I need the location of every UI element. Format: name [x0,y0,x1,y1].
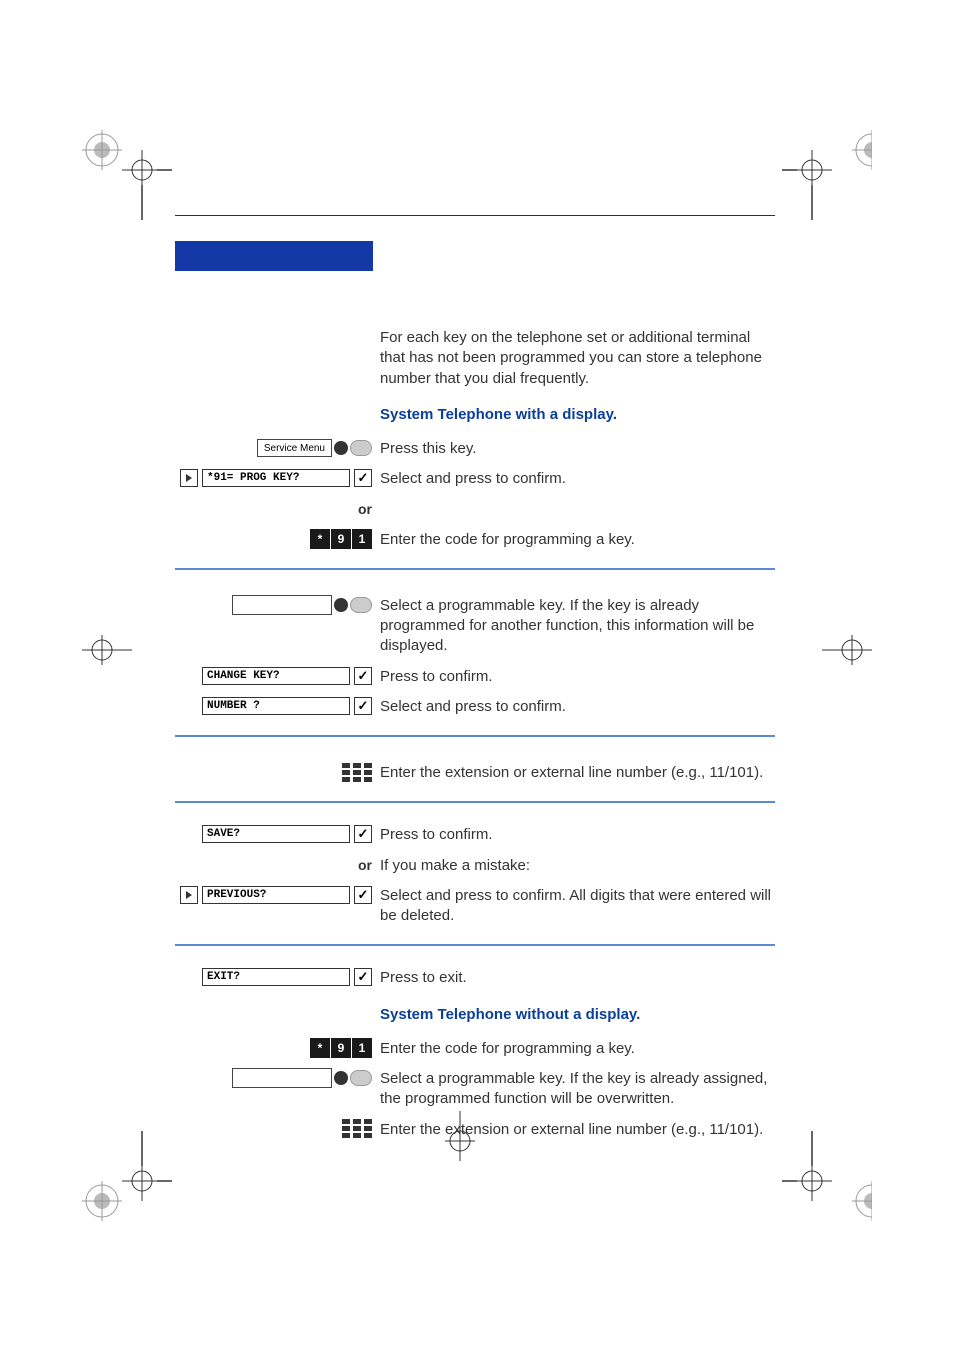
programmable-key-2[interactable] [232,1068,372,1088]
confirm-check-6[interactable]: ✓ [354,968,372,986]
intro-text: For each key on the telephone set or add… [380,326,775,389]
led-dark-icon-2 [334,598,348,612]
blank-key-label-2 [232,1068,332,1088]
key-9-b: 9 [331,1038,351,1058]
led-dark-icon [334,441,348,455]
or-label-2: or [358,857,372,873]
section-bar [175,241,373,271]
crop-mark-tl [82,130,172,220]
number-display: NUMBER ? [202,697,350,715]
crop-mark-bl [82,1131,172,1221]
scroll-arrow-icon[interactable] [180,469,198,487]
section1-heading: System Telephone with a display. [380,403,775,425]
select-confirm-2: Select and press to confirm. [380,695,775,717]
save-display: SAVE? [202,825,350,843]
enter-code-1: Enter the code for programming a key. [380,528,775,550]
led-light-icon-2 [350,597,372,613]
mistake-text: If you make a mistake: [380,854,775,876]
enter-ext-1: Enter the extension or external line num… [380,761,775,783]
confirm-check-icon[interactable]: ✓ [354,469,372,487]
select-prog-key: Select a programmable key. If the key is… [380,594,775,657]
crop-mark-tr [782,130,872,220]
service-menu-label: Service Menu [257,439,332,457]
previous-display: PREVIOUS? [202,886,350,904]
key-9: 9 [331,529,351,549]
crop-mark-br [782,1131,872,1221]
service-menu-key[interactable]: Service Menu [257,439,372,457]
programmable-key[interactable] [232,595,372,615]
select-prog-key-2: Select a programmable key. If the key is… [380,1067,775,1110]
press-exit: Press to exit. [380,966,775,988]
confirm-check-3[interactable]: ✓ [354,697,372,715]
divider-4 [175,944,775,946]
divider-3 [175,801,775,803]
scroll-arrow-icon-2[interactable] [180,886,198,904]
exit-display: EXIT? [202,968,350,986]
enter-code-2: Enter the code for programming a key. [380,1037,775,1059]
or-label-1: or [358,501,372,517]
press-confirm-1: Press to confirm. [380,665,775,687]
blank-key-label [232,595,332,615]
select-delete: Select and press to confirm. All digits … [380,884,775,927]
keycode-91-b[interactable]: * 9 1 [310,1038,372,1058]
crop-mark-mr [822,630,872,670]
change-key-display: CHANGE KEY? [202,667,350,685]
keypad-icon-2[interactable] [342,1119,372,1138]
press-confirm-2: Press to confirm. [380,823,775,845]
divider-1 [175,568,775,570]
confirm-check-4[interactable]: ✓ [354,825,372,843]
crop-mark-ml [82,630,132,670]
key-1-b: 1 [352,1038,372,1058]
led-light-icon [350,440,372,456]
select-confirm-1: Select and press to confirm. [380,467,775,489]
led-dark-icon-3 [334,1071,348,1085]
confirm-check-5[interactable]: ✓ [354,886,372,904]
key-star: * [310,529,330,549]
prog-key-display: *91= PROG KEY? [202,469,350,487]
divider-2 [175,735,775,737]
press-this-key: Press this key. [380,437,775,459]
section2-heading: System Telephone without a display. [380,1003,775,1025]
page-content: For each key on the telephone set or add… [175,215,775,1148]
top-rule [175,215,775,216]
keycode-91[interactable]: * 9 1 [310,529,372,549]
keypad-icon[interactable] [342,763,372,782]
key-1: 1 [352,529,372,549]
confirm-check-2[interactable]: ✓ [354,667,372,685]
key-star-b: * [310,1038,330,1058]
enter-ext-2: Enter the extension or external line num… [380,1118,775,1140]
led-light-icon-3 [350,1070,372,1086]
